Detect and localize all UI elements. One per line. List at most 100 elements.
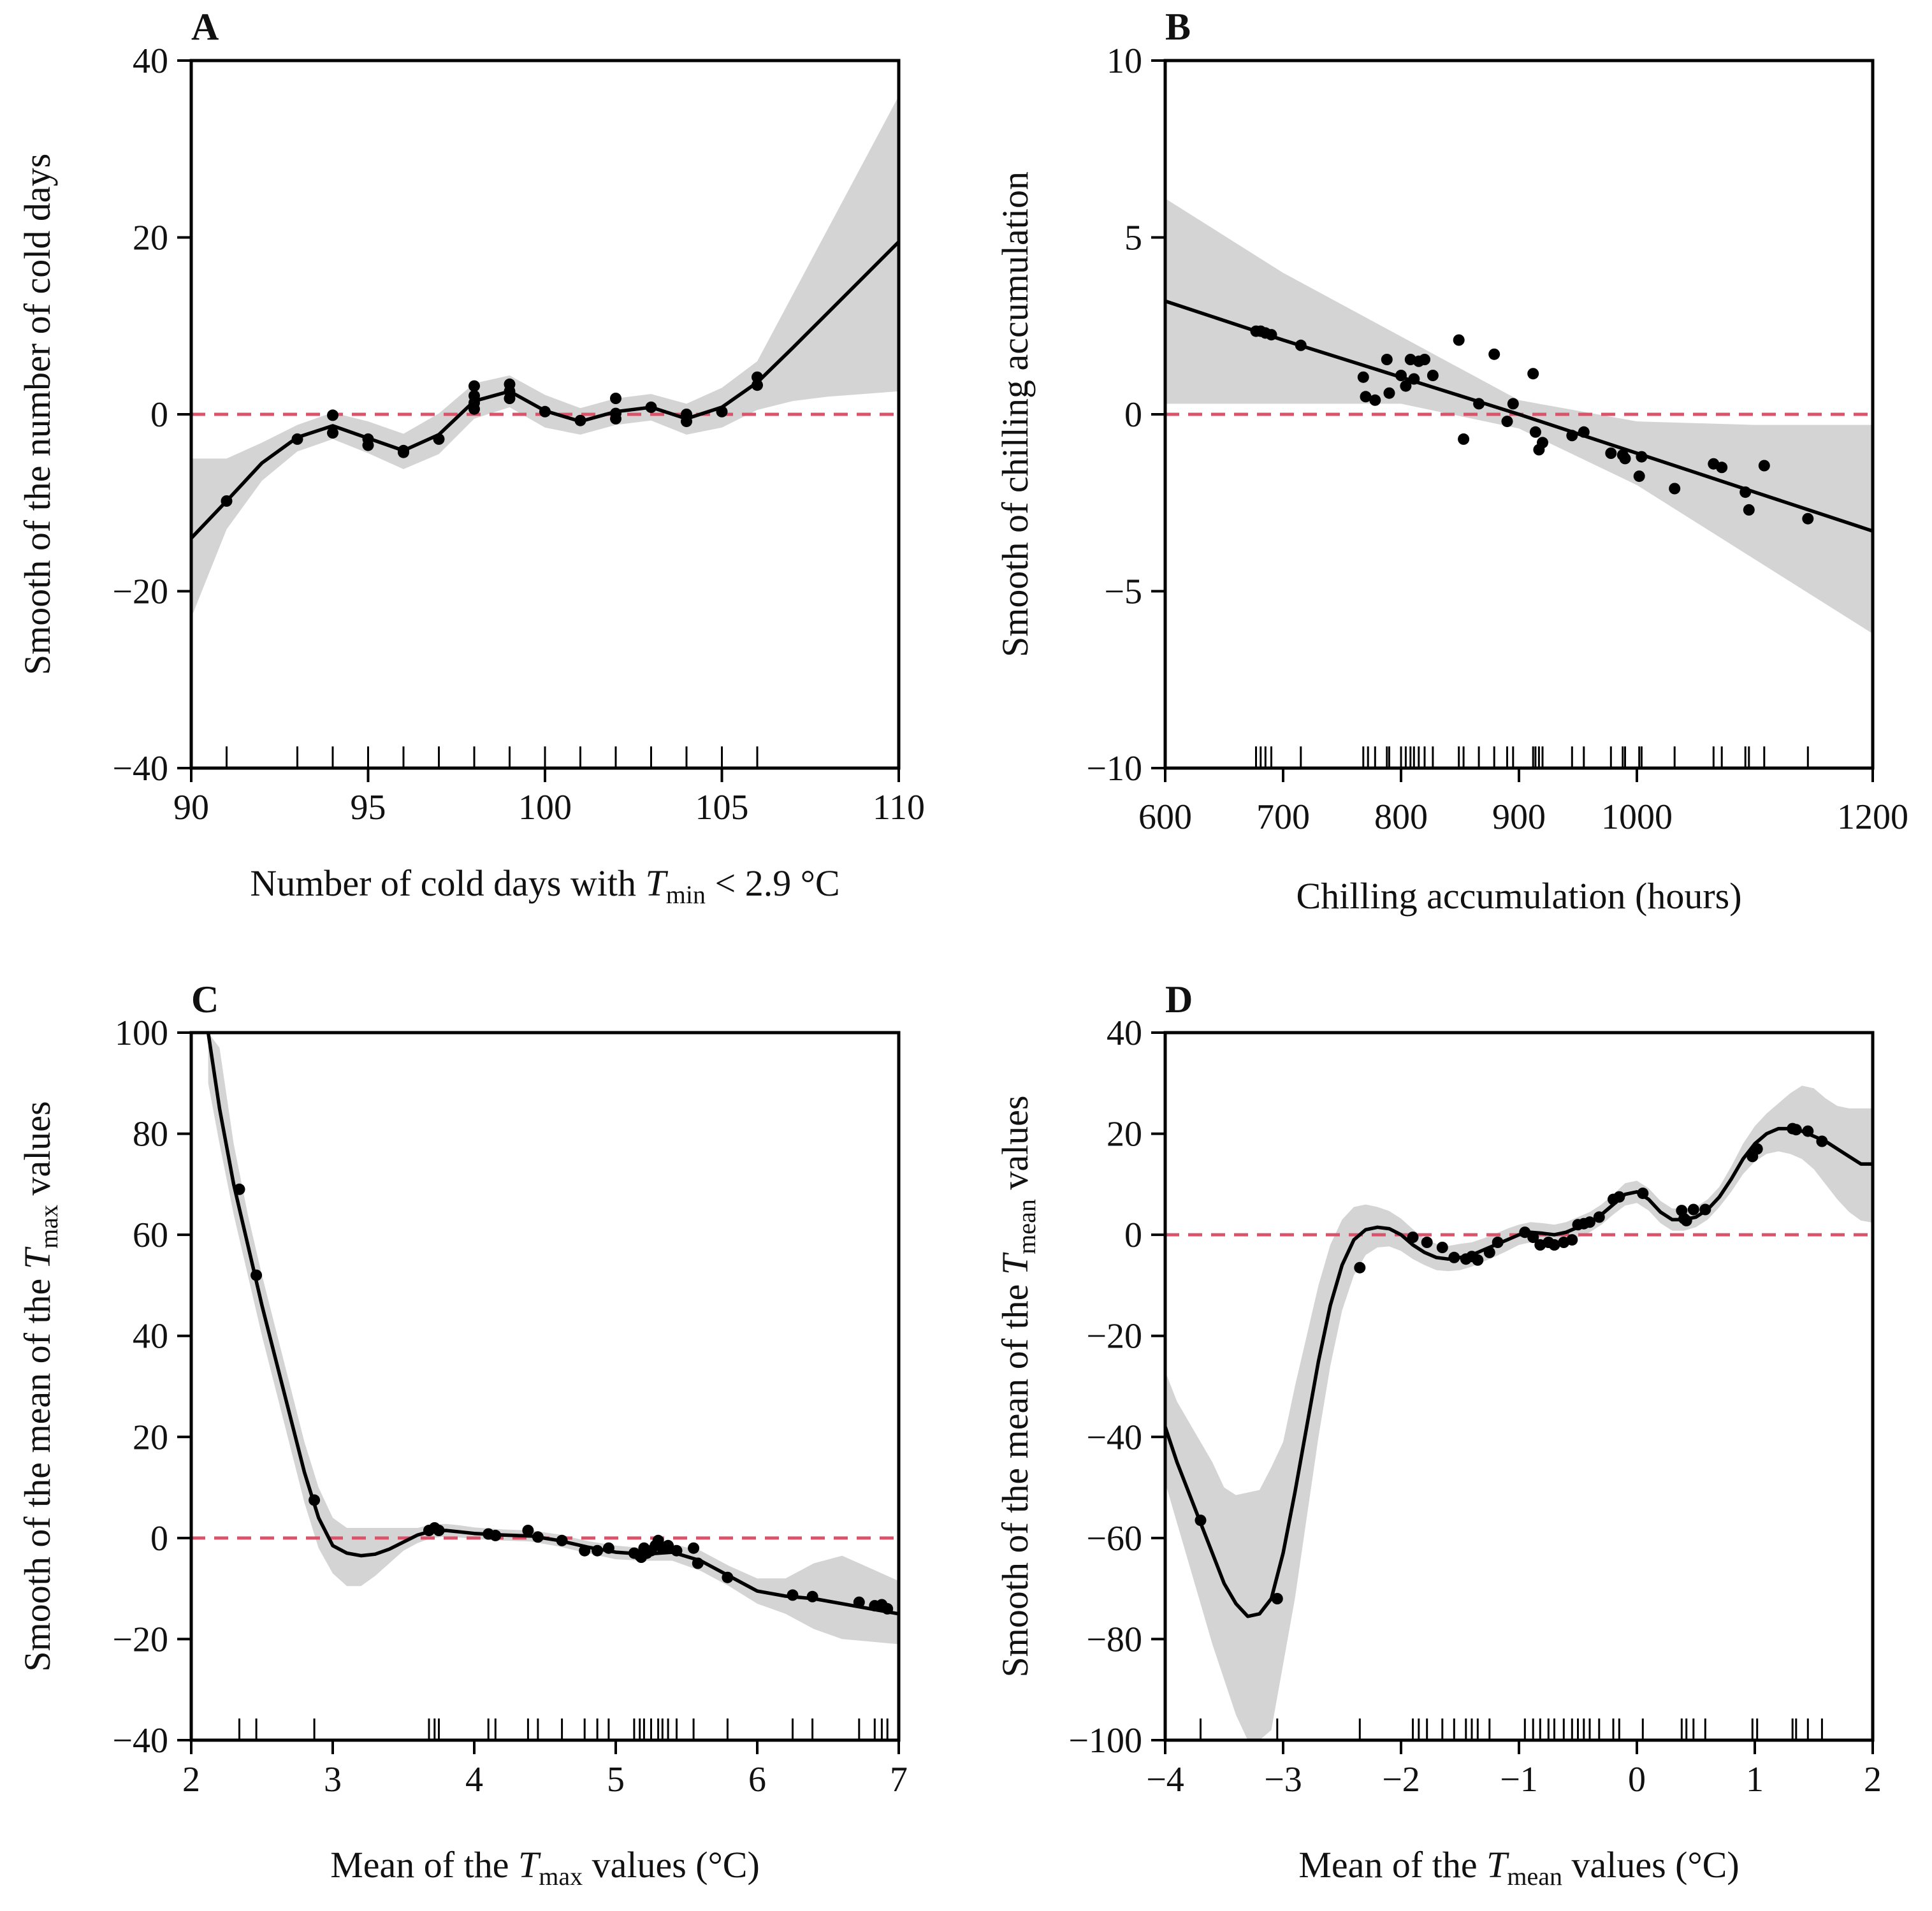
panel-d-data-point <box>1593 1211 1605 1223</box>
panel-a-y-ticks: −40 −20 0 20 40 <box>112 41 191 788</box>
panel-d: D −4 −3 −2 −1 0 1 2 −100 −80 −60 −40 −20 0 20 40 Mean… <box>994 978 1882 1891</box>
panel-c-ylabel-pre: Smooth of the mean of the <box>17 1269 58 1671</box>
panel-b-data-point <box>1669 483 1681 495</box>
panel-d-data-point <box>1548 1239 1560 1251</box>
panel-b-y-tick-label: −5 <box>1104 572 1142 612</box>
panel-c-y-ticks: −40 −20 0 20 40 60 80 100 <box>112 1014 191 1761</box>
panel-b-data-point <box>1529 426 1541 438</box>
panel-d-xlabel-var: T <box>1486 1844 1509 1886</box>
panel-a-confidence-band <box>191 96 899 618</box>
panel-d-y-tick-label: −100 <box>1068 1721 1142 1761</box>
panel-d-data-point <box>1566 1234 1578 1246</box>
panel-d-data-point <box>1584 1216 1595 1228</box>
panel-c-x-axis-label: Mean of the Tmax values (°C) <box>330 1844 760 1891</box>
panel-d-y-tick-label: 0 <box>1124 1216 1142 1255</box>
panel-a-data-point <box>291 433 303 445</box>
panel-label-c: C <box>191 978 219 1021</box>
panel-b-data-point <box>1395 370 1407 381</box>
panel-b-y-tick-label: 5 <box>1124 219 1142 258</box>
panel-b-data-point <box>1453 334 1465 346</box>
panel-a-data-point <box>752 379 763 391</box>
panel-label-a: A <box>191 6 219 48</box>
panel-b-data-point <box>1381 354 1393 365</box>
panel-c-xlabel-post: values (°C) <box>583 1844 760 1886</box>
panel-d-points <box>1195 1123 1828 1604</box>
panel-c-data-point <box>688 1542 700 1554</box>
panel-a-xlabel-var: T <box>646 862 669 904</box>
panel-b-data-point <box>1619 453 1631 465</box>
panel-d-ylabel-sub: mean <box>1012 1199 1041 1254</box>
panel-c-y-tick-label: −20 <box>112 1620 168 1659</box>
panel-d-y-tick-label: −80 <box>1086 1620 1142 1659</box>
panel-b-smooth-curve <box>1165 299 1873 533</box>
panel-a-y-tick-label: 20 <box>133 219 168 258</box>
panel-b-rug <box>1255 746 1809 768</box>
panel-c-data-point <box>722 1571 734 1583</box>
panel-b-data-point <box>1383 387 1395 399</box>
panel-d-y-ticks: −100 −80 −60 −40 −20 0 20 40 <box>1068 1014 1165 1761</box>
panel-b-data-point <box>1758 460 1770 472</box>
panel-c-data-point <box>662 1539 674 1551</box>
panel-a-band <box>191 96 899 618</box>
panel-a: A 90 95 100 105 110 −40 −20 0 20 40 Number of co… <box>17 6 925 909</box>
panel-c-data-point <box>787 1589 799 1601</box>
panel-label-d: D <box>1165 978 1193 1021</box>
panel-c-y-tick-label: 20 <box>133 1418 168 1457</box>
panel-b-data-point <box>1357 371 1369 383</box>
panel-d-data-point <box>1195 1515 1207 1527</box>
panel-c-data-point <box>233 1183 245 1195</box>
panel-c: C 2 3 4 5 6 7 −40 −20 0 20 40 60 80 100 Mean of the … <box>17 978 908 1891</box>
panel-d-x-ticks: −4 −3 −2 −1 0 1 2 <box>1146 1740 1882 1799</box>
panel-b-data-point <box>1605 447 1617 459</box>
panel-b-y-tick-label: 0 <box>1124 395 1142 435</box>
panel-d-rug <box>1200 1718 1823 1740</box>
panel-d-x-tick-label: −4 <box>1146 1760 1184 1799</box>
panel-c-data-point <box>433 1525 445 1536</box>
panel-b-y-tick-label: −10 <box>1086 749 1142 788</box>
panel-d-data-point <box>1472 1254 1484 1266</box>
panel-c-data-point <box>602 1542 614 1554</box>
panel-d-data-point <box>1436 1242 1448 1253</box>
panel-b-data-point <box>1507 398 1519 410</box>
panel-c-rug <box>238 1718 889 1740</box>
panel-c-xlabel-sub: max <box>539 1862 583 1891</box>
panel-d-data-point <box>1407 1232 1419 1244</box>
panel-a-data-point <box>327 427 338 439</box>
panel-b-points <box>1250 325 1814 525</box>
panel-b-y-ticks: −10 −5 0 5 10 <box>1086 41 1165 788</box>
panel-a-data-point <box>752 371 763 383</box>
panel-d-data-point <box>1519 1226 1531 1239</box>
panel-c-x-tick-label: 7 <box>890 1760 908 1799</box>
panel-b-data-point <box>1527 368 1539 380</box>
panel-a-y-axis-label: Smooth of the number of cold days <box>17 154 58 675</box>
panel-a-y-tick-label: −20 <box>112 572 168 612</box>
panel-a-points <box>221 371 763 507</box>
panel-b-x-tick-label: 900 <box>1492 797 1546 837</box>
panel-b-data-point <box>1369 394 1381 406</box>
panel-d-data-point <box>1354 1261 1366 1274</box>
panel-b-data-point <box>1488 348 1500 360</box>
panel-b-data-point <box>1636 451 1648 463</box>
panel-c-smooth-curve <box>206 1032 899 1616</box>
panel-d-xlabel-pre: Mean of the <box>1298 1844 1486 1886</box>
panel-a-xlabel-post: < 2.9 °C <box>706 862 840 904</box>
panel-b-data-point <box>1578 426 1590 438</box>
panel-d-data-point <box>1802 1125 1814 1137</box>
panel-d-x-tick-label: 0 <box>1628 1760 1646 1799</box>
panel-c-x-tick-label: 3 <box>324 1760 342 1799</box>
panel-d-x-tick-label: −3 <box>1264 1760 1302 1799</box>
panel-d-y-tick-label: 40 <box>1107 1014 1142 1053</box>
panel-c-ylabel-sub: max <box>34 1205 63 1249</box>
panel-a-data-point <box>468 380 480 392</box>
panel-d-y-tick-label: −40 <box>1086 1418 1142 1457</box>
panel-c-data-point <box>522 1525 534 1536</box>
panel-a-data-point <box>468 389 480 402</box>
panel-b-data-point <box>1633 470 1645 483</box>
panel-d-data-point <box>1816 1135 1828 1147</box>
panel-c-data-point <box>490 1529 502 1541</box>
panel-d-x-tick-label: −1 <box>1500 1760 1538 1799</box>
panel-a-data-point <box>716 405 728 418</box>
panel-d-data-point <box>1492 1237 1504 1248</box>
panel-a-data-point <box>433 433 445 445</box>
